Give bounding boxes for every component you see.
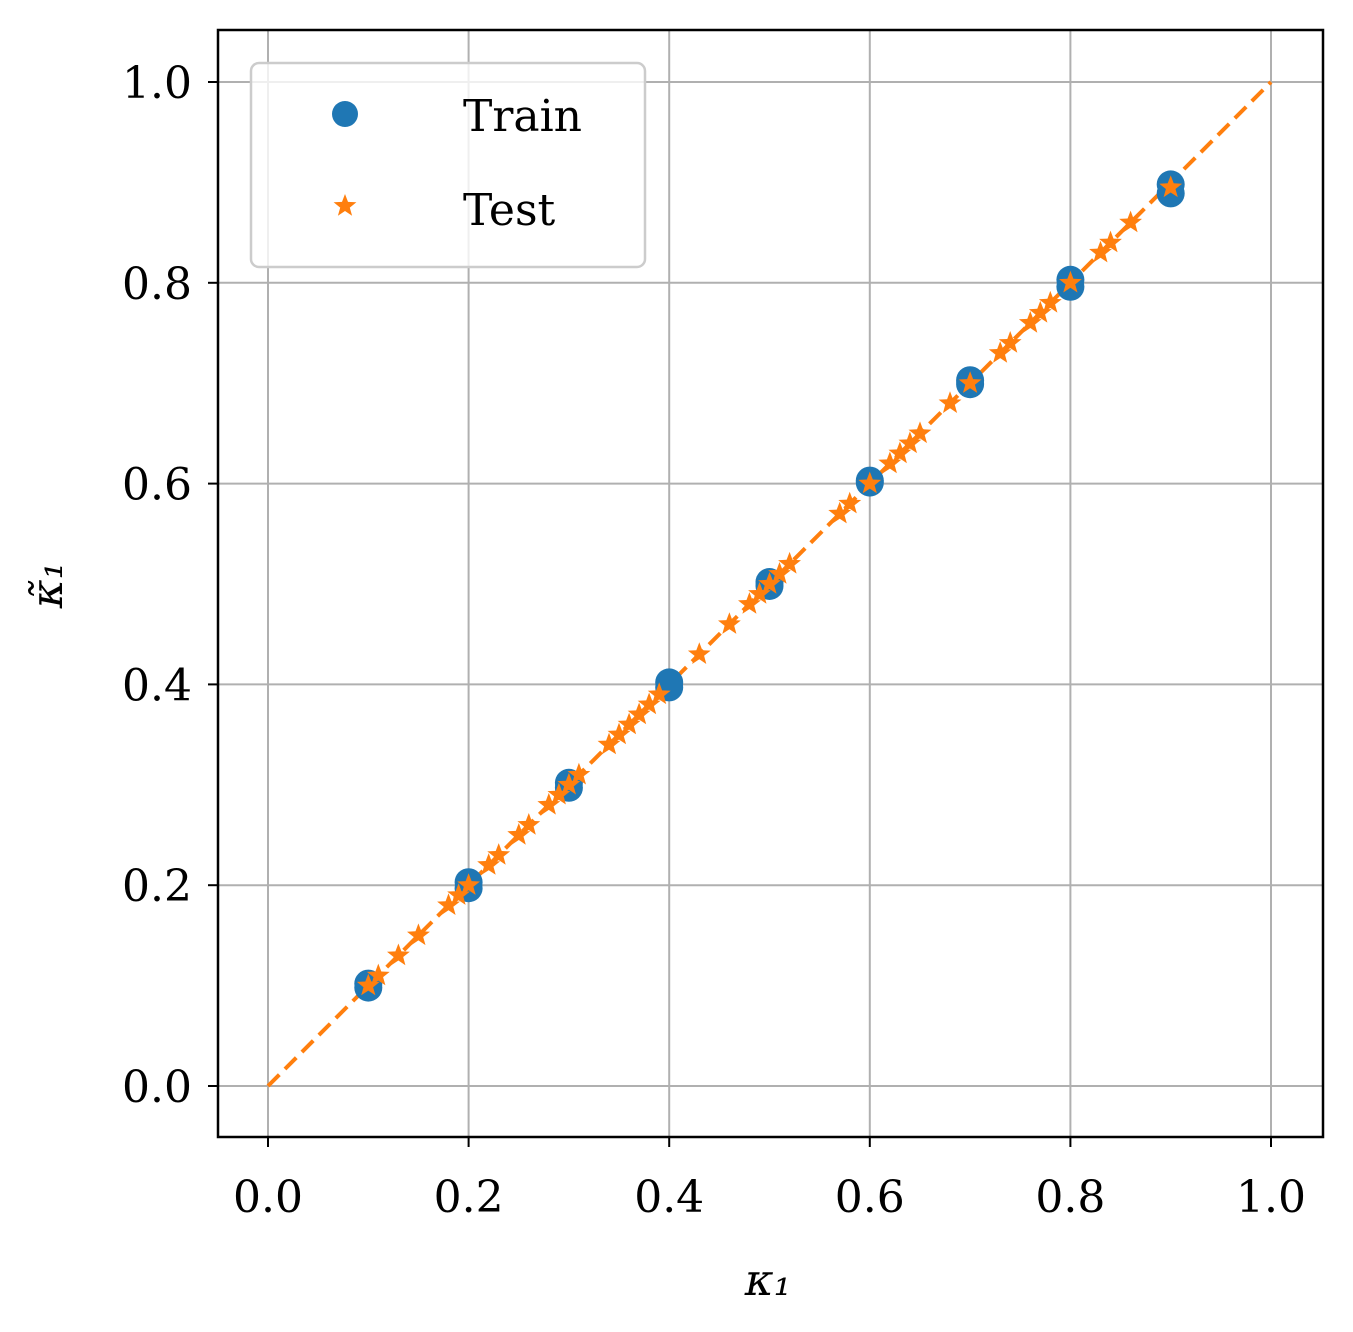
- test-point: [407, 923, 430, 946]
- test-point: [1159, 175, 1183, 198]
- test-point: [958, 371, 982, 393]
- test-point: [557, 772, 581, 795]
- test-point: [828, 501, 852, 524]
- x-axis-ticks: 0.0 0.2 0.4 0.6 0.8 1.0: [233, 1137, 1306, 1223]
- test-point: [627, 702, 651, 725]
- legend-train-label: Train: [463, 91, 582, 142]
- test-point: [998, 331, 1022, 353]
- legend-box: [249, 61, 647, 269]
- x-tick-label: 1.0: [1236, 1172, 1306, 1223]
- test-point: [607, 722, 631, 745]
- test-point: [718, 612, 741, 634]
- test-point: [447, 883, 470, 905]
- test-point: [1038, 290, 1062, 313]
- train-point: [655, 668, 684, 697]
- test-point: [547, 782, 571, 805]
- x-tick-label: 0.8: [1035, 1172, 1105, 1223]
- test-point: [888, 441, 912, 464]
- test-point: [537, 792, 561, 815]
- test-point: [878, 451, 902, 474]
- test-point: [687, 642, 711, 664]
- x-tick-label: 0.4: [634, 1172, 704, 1223]
- test-point: [387, 943, 410, 966]
- test-point: [738, 592, 761, 614]
- test-point: [778, 551, 801, 574]
- test-point: [1028, 300, 1052, 323]
- legend-test-label: Test: [463, 185, 556, 236]
- test-point: [597, 732, 621, 755]
- test-point: [617, 712, 641, 735]
- y-axis-label: κ̃₁: [22, 562, 73, 610]
- y-tick-label: 0.6: [122, 460, 192, 511]
- legend: Train Test: [249, 61, 647, 269]
- y-tick-label: 0.2: [122, 861, 192, 912]
- test-point: [457, 873, 480, 895]
- test-point: [437, 893, 460, 915]
- test-point: [567, 762, 591, 785]
- test-series: [356, 175, 1183, 996]
- y-tick-label: 0.4: [122, 660, 192, 711]
- test-point: [938, 391, 962, 413]
- test-point: [758, 572, 781, 594]
- test-point: [356, 973, 380, 996]
- y-tick-label: 0.8: [122, 259, 192, 310]
- legend-train-marker: [332, 101, 358, 127]
- test-point: [477, 853, 501, 875]
- test-point: [1099, 230, 1122, 253]
- test-point: [487, 843, 511, 865]
- test-point: [647, 682, 671, 705]
- test-point: [838, 491, 862, 514]
- test-point: [637, 692, 661, 715]
- test-point: [1089, 240, 1112, 263]
- test-point: [858, 471, 882, 494]
- y-tick-label: 1.0: [122, 58, 192, 109]
- test-point: [1018, 311, 1042, 333]
- plot-frame: [216, 28, 1325, 1139]
- x-axis-label: κ₁: [744, 1255, 792, 1306]
- test-point: [748, 582, 771, 604]
- y-tick-label: 0.0: [122, 1062, 192, 1113]
- test-point: [908, 421, 932, 444]
- y-axis-ticks: 0.0 0.2 0.4 0.6 0.8 1.0: [122, 58, 218, 1113]
- test-point: [517, 813, 541, 835]
- test-point: [988, 341, 1012, 363]
- test-point: [507, 823, 531, 845]
- test-point: [1059, 270, 1082, 293]
- test-point: [898, 431, 922, 454]
- x-tick-label: 0.6: [835, 1172, 905, 1223]
- x-tick-label: 0.0: [233, 1172, 303, 1223]
- test-point: [1119, 210, 1142, 233]
- test-point: [768, 562, 791, 584]
- legend-test-marker: [333, 194, 357, 216]
- x-tick-label: 0.2: [434, 1172, 504, 1223]
- test-point: [366, 963, 390, 986]
